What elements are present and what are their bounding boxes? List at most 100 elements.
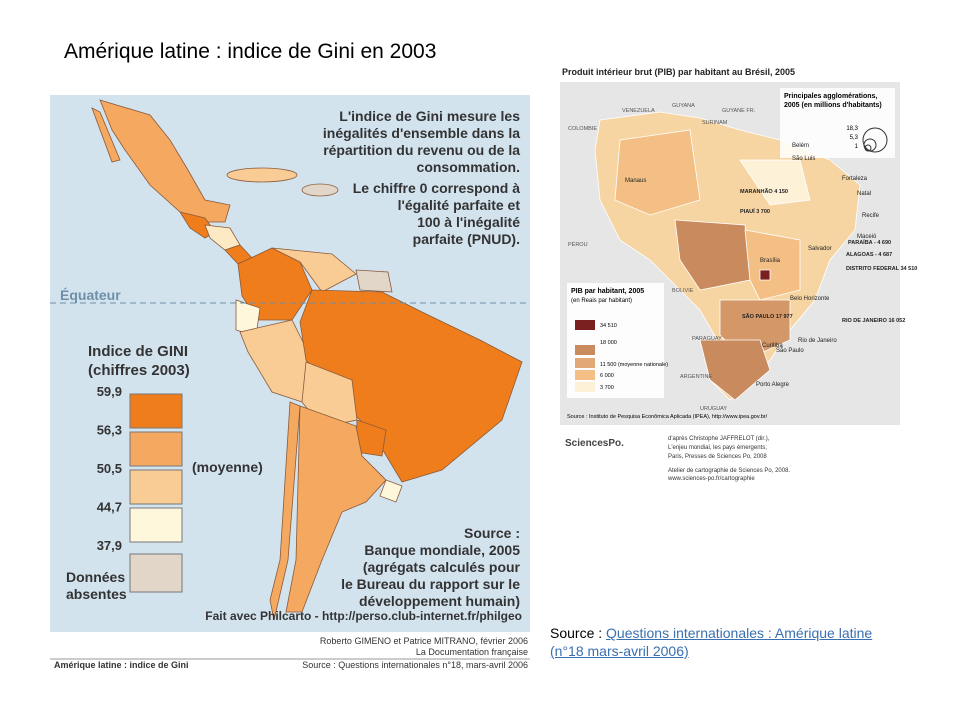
equator-label: Équateur — [60, 287, 121, 303]
states — [594, 111, 861, 401]
map-source: Source : Instituto de Pesquisa Econômica… — [567, 414, 768, 420]
legend-value: 56,3 — [97, 423, 122, 438]
city-label: Rio de Janeiro — [798, 338, 837, 344]
agglo-title: 2005 (en millions d'habitants) — [784, 102, 882, 109]
legend-swatch — [575, 358, 595, 368]
legend-title-line: Indice de GINI — [88, 343, 188, 360]
legend-value: 44,7 — [97, 500, 122, 515]
country-label: ARGENTINE — [680, 374, 712, 380]
description-line: inégalités d'ensemble dans la — [323, 125, 520, 141]
country-label: PÉROU — [568, 241, 588, 248]
legend-swatch — [129, 507, 183, 543]
legend-value: 34 510 — [600, 323, 617, 329]
country-label: URUGUAY — [700, 406, 727, 412]
atelier-line: www.sciences-po.fr/cartographie — [667, 476, 755, 482]
source-line: (agrégats calculés pour — [363, 559, 521, 575]
source-line: développement humain) — [359, 593, 520, 609]
legend-value: 50,5 — [97, 461, 122, 476]
country-labels: VENEZUELA GUYANA SURINAM GUYANE FR. COLOMBIE… — [568, 103, 756, 412]
state-label: PARAÍBA - 4 690 — [848, 238, 891, 246]
source-prefix: Source : — [550, 625, 607, 641]
atelier-line: Atelier de cartographie de Sciences Po, … — [668, 468, 790, 474]
legend-value: 59,9 — [97, 384, 122, 399]
source-line: Source : — [464, 525, 520, 541]
legend-value: 18 000 — [600, 340, 617, 346]
agglo-size: 1 — [855, 144, 859, 150]
agglo-circle — [862, 127, 888, 153]
credit-line: Paris, Presses de Sciences Po, 2008 — [668, 454, 767, 460]
country-label: GUYANE FR. — [722, 108, 756, 114]
description-line: l'égalité parfaite et — [398, 197, 521, 213]
city-label: São Paulo — [776, 348, 804, 354]
legend-values: 59,9 56,3 50,5 44,7 37,9 — [97, 384, 122, 553]
source-text: Source :Banque mondiale, 2005(agrégats c… — [341, 525, 520, 609]
city-label: São Luis — [792, 156, 815, 162]
legend-absent: Données — [66, 569, 125, 585]
credit-line: L'enjeu mondial, les pays émergents, — [668, 445, 767, 451]
authors: Roberto GIMENO et Patrice MITRANO, févri… — [320, 636, 528, 646]
country-label: VENEZUELA — [622, 108, 655, 114]
legend-value: 11 500 (moyenne nationale) — [600, 362, 668, 368]
state-label: SÃO PAULO 17 977 — [742, 313, 793, 320]
legend-swatch — [129, 431, 183, 467]
country-label: BOLIVIE — [672, 288, 694, 294]
description-line: 100 à l'inégalité — [417, 214, 520, 230]
legend-absent: absentes — [66, 586, 127, 602]
state-label: PIAUÍ 3 700 — [740, 207, 770, 215]
legend-title-line: (chiffres 2003) — [88, 362, 190, 379]
city-label: Brasília — [760, 258, 781, 264]
state-label: MARANHÃO 4 150 — [740, 188, 788, 195]
city-label: Curitiba — [762, 343, 783, 349]
source-line: le Bureau du rapport sur le — [341, 576, 520, 592]
description-line: Le chiffre 0 correspond à — [353, 180, 520, 196]
slide-title: Amérique latine : indice de Gini en 2003 — [64, 40, 437, 63]
city-label: Fortaleza — [842, 176, 868, 182]
state-label: ALAGOAS - 4 687 — [846, 252, 892, 258]
legend-value: 37,9 — [97, 538, 122, 553]
description-line: consommation. — [417, 159, 520, 175]
legend-swatch — [129, 469, 183, 505]
country-label: GUYANA — [672, 103, 695, 109]
legend-title: (en Reais par habitant) — [571, 298, 632, 304]
description-line: L'indice de Gini mesure les — [339, 108, 520, 124]
legend-title: PIB par habitant, 2005 — [571, 288, 644, 295]
countries — [91, 99, 523, 621]
legend-swatch — [575, 345, 595, 355]
legend-value: 6 000 — [600, 373, 614, 379]
agglo-title: Principales agglomérations, — [784, 93, 877, 100]
legend-mean: (moyenne) — [192, 459, 263, 475]
legend-swatch — [129, 393, 183, 429]
caption: Amérique latine : indice de Gini — [54, 660, 189, 670]
country-label: COLOMBIE — [568, 126, 597, 132]
gini-map: Équateur L'indice de Gini mesure lesinég… — [50, 95, 530, 670]
city-labels: Belém São Luis Fortaleza Manaus Natal Recife M… — [625, 143, 880, 388]
city-label: Salvador — [808, 246, 832, 252]
description-line: parfaite (PNUD). — [413, 231, 520, 247]
city-label: Maceió — [857, 234, 877, 240]
made-with: Fait avec Philcarto - http://perso.club-… — [205, 609, 522, 623]
state-label: RIO DE JANEIRO 16 052 — [842, 318, 905, 324]
country-label: SURINAM — [702, 120, 728, 126]
state-label: DISTRITO FEDERAL 34 510 — [846, 266, 917, 272]
legend-swatch — [575, 382, 595, 392]
city-label: Natal — [857, 191, 871, 197]
agglo-size: 18,3 — [846, 126, 858, 132]
state-labels: MARANHÃO 4 150 PIAUÍ 3 700 PARAÍBA - 4 690… — [740, 188, 917, 324]
legend-values: 34 510 18 000 11 500 (moyenne nationale) 6 … — [600, 323, 668, 391]
legend-swatch — [129, 553, 183, 593]
country-label: PARAGUAY — [692, 336, 722, 342]
map-title: Produit intérieur brut (PIB) par habitan… — [562, 67, 795, 77]
source-link[interactable]: Questions internationales : Amérique lat… — [550, 625, 873, 659]
credits: d'après Christophe JAFFRELOT (dir.), L'en… — [667, 436, 790, 482]
city-label: Porto Alegre — [756, 382, 790, 388]
publisher: La Documentation française — [416, 647, 528, 657]
brazil-map: Produit intérieur brut (PIB) par habitan… — [560, 67, 917, 482]
city-label: Recife — [862, 213, 880, 219]
agglo-circle — [864, 144, 872, 152]
logo: SciencesPo. — [565, 438, 624, 449]
city-label: Belo Horizonte — [790, 296, 830, 302]
legend-title: Indice de GINI (chiffres 2003) — [88, 343, 190, 379]
source-line: Banque mondiale, 2005 — [364, 542, 520, 558]
agglo-sizes: 18,3 5,3 1 — [846, 126, 858, 150]
